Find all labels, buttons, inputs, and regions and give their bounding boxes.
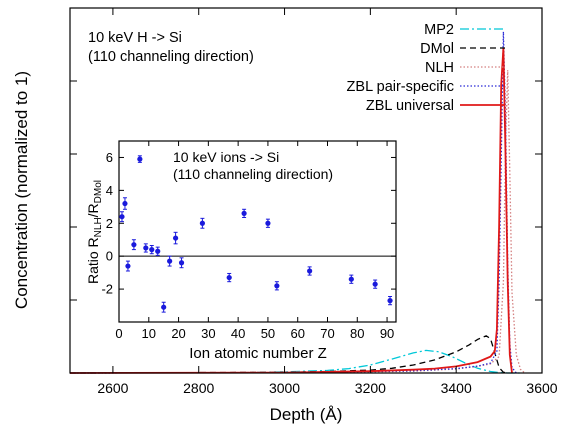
main-annotation-line-2: (110 channeling direction) — [88, 49, 254, 65]
inset-data-point — [161, 304, 167, 310]
inset-y-label-mid: /R — [85, 203, 101, 217]
main-plot-frame — [69, 7, 543, 374]
inset-data-point — [307, 268, 313, 274]
inset-data-point — [265, 220, 271, 226]
inset-y-axis-label: Ratio RNLH/RDMol — [85, 180, 104, 284]
inset-y-tick-label: 2 — [106, 216, 113, 231]
legend: MP2 DMol NLH ZBL pair-specific ZBL universal — [347, 22, 505, 114]
x-tick-label: 3600 — [526, 380, 557, 396]
inset-x-tick-label: 10 — [142, 326, 156, 341]
inset-data-point — [155, 248, 161, 254]
inset-plot-ticks: 0 10 20 30 40 50 60 70 80 90 -2 0 2 4 6 — [101, 141, 396, 341]
inset-x-tick-label: 60 — [290, 326, 304, 341]
series-line-nlh — [69, 70, 526, 374]
x-tick-label: 3000 — [269, 380, 300, 396]
inset-y-tick-label: 4 — [106, 183, 113, 198]
inset-x-tick-label: 30 — [201, 326, 215, 341]
inset-x-tick-label: 90 — [380, 326, 394, 341]
inset-x-tick-label: 80 — [350, 326, 364, 341]
inset-data-point — [199, 220, 205, 226]
inset-data-point — [241, 210, 247, 216]
inset-x-tick-label: 0 — [115, 326, 122, 341]
inset-data-points — [119, 155, 393, 313]
inset-y-label-sub2: DMol — [93, 180, 104, 203]
inset-annotation-line-1: 10 keV ions -> Si — [173, 149, 279, 165]
inset-annotation-line-2: (110 channeling direction) — [173, 166, 333, 182]
inset-data-point — [149, 247, 155, 253]
main-plot-ticks: 2600 2800 3000 3200 3400 3600 — [70, 7, 558, 396]
inset-plot-background — [119, 141, 396, 322]
inset-data-point — [143, 245, 149, 251]
inset-data-point — [348, 276, 354, 282]
inset-data-point — [131, 242, 137, 248]
inset-plot-frame — [118, 140, 397, 323]
inset-data-point — [372, 281, 378, 287]
inset-data-point — [172, 235, 179, 241]
series-line-zbl-universal — [69, 48, 513, 374]
y-axis-label: Concentration (normalized to 1) — [12, 71, 31, 309]
inset-y-tick-label: -2 — [101, 282, 113, 297]
x-tick-label: 2600 — [97, 380, 128, 396]
legend-label: ZBL universal — [366, 98, 454, 114]
inset-x-tick-label: 20 — [171, 326, 185, 341]
inset-data-point — [125, 263, 131, 269]
x-tick-label: 3200 — [355, 380, 386, 396]
inset-data-point — [119, 214, 125, 220]
legend-label: DMol — [420, 41, 454, 57]
inset-x-tick-label: 50 — [261, 326, 275, 341]
inset-data-point — [122, 200, 128, 207]
series-line-mp2 — [69, 349, 521, 374]
inset-data-point — [274, 283, 280, 289]
series-line-dmol — [69, 335, 508, 374]
inset-data-point — [137, 156, 143, 162]
inset-y-tick-label: 6 — [106, 150, 113, 165]
inset-x-axis-label: Ion atomic number Z — [189, 345, 327, 362]
legend-label: NLH — [425, 60, 454, 76]
x-tick-label: 3400 — [441, 380, 472, 396]
inset-data-point — [387, 298, 393, 304]
inset-x-tick-label: 70 — [320, 326, 334, 341]
main-plot-lines — [69, 31, 526, 374]
x-axis-label: Depth (Å) — [270, 405, 343, 424]
inset-data-point — [178, 260, 185, 266]
inset-y-tick-label: 0 — [106, 249, 113, 264]
inset-data-point — [226, 274, 232, 281]
inset-data-point — [167, 258, 173, 264]
x-tick-label: 2800 — [183, 380, 214, 396]
main-annotation-line-1: 10 keV H -> Si — [88, 30, 182, 46]
legend-label: ZBL pair-specific — [347, 79, 454, 95]
inset-y-label-main: Ratio R — [85, 237, 101, 284]
legend-label: MP2 — [424, 22, 454, 38]
inset-y-label-sub1: NLH — [93, 217, 104, 237]
inset-x-tick-label: 40 — [231, 326, 245, 341]
